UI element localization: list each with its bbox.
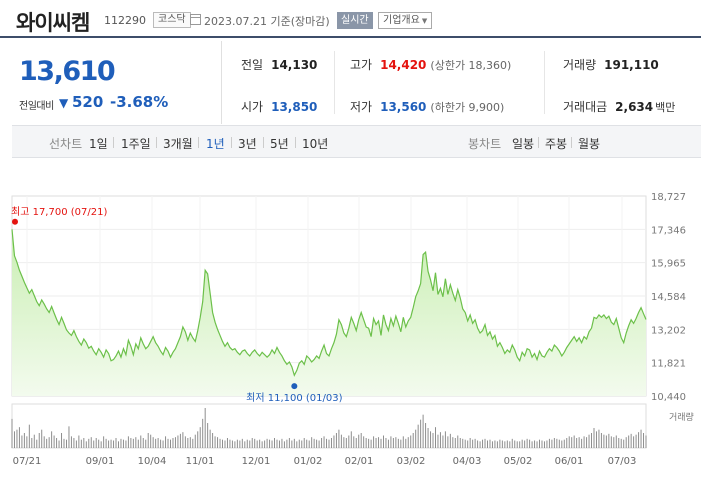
x-tick-label: 01/02 <box>294 456 323 467</box>
change-value: 520 <box>72 93 104 111</box>
tab-divider <box>571 137 572 148</box>
stat-label: 거래대금 <box>563 100 608 114</box>
high-marker <box>12 218 18 225</box>
y-tick-label: 18,727 <box>651 192 686 203</box>
tab-10year[interactable]: 10년 <box>302 137 329 151</box>
current-price: 13,610 <box>19 56 116 87</box>
y-tick-label: 11,821 <box>651 359 686 370</box>
tab-monthly[interactable]: 월봉 <box>578 137 601 151</box>
company-overview-label: 기업개요 <box>383 15 420 26</box>
price-area <box>12 229 646 396</box>
y-tick-label: 10,440 <box>651 392 686 403</box>
x-tick-label: 02/01 <box>345 456 374 467</box>
tab-3month[interactable]: 3개월 <box>163 137 193 151</box>
low-label: 최저 11,100 (01/03) <box>246 392 342 404</box>
price-summary: 13,610 전일대비 ▼ 520 -3.68% <box>12 41 220 124</box>
x-tick-label: 05/02 <box>504 456 533 467</box>
price-chart-svg: 18,727 17,346 15,965 14,584 13,202 11,821 10,4… <box>11 192 694 467</box>
low-marker <box>291 383 298 390</box>
price-line <box>11 229 647 377</box>
y-tick-label: 14,584 <box>651 292 686 303</box>
tab-divider <box>231 137 232 148</box>
x-tick-label: 07/03 <box>608 456 637 467</box>
divider <box>334 51 335 114</box>
x-tick-label: 07/21 <box>13 456 42 467</box>
stat-high: 고가 14,420 (상한가 18,360) <box>350 56 511 73</box>
chart-tabs: 선차트 1일 1주일 3개월 1년 3년 5년 10년 봉차트 일봉 주봉 월봉 <box>12 125 701 158</box>
tab-3year[interactable]: 3년 <box>238 137 257 151</box>
change-label: 전일대비 <box>19 101 54 112</box>
candle-chart-label: 봉차트 <box>468 137 502 151</box>
stat-value: 2,634 <box>615 100 654 114</box>
x-tick-label: 04/03 <box>453 456 482 467</box>
tab-divider <box>156 137 157 148</box>
stat-value: 14,420 <box>380 58 427 72</box>
stats-panel: 전일 14,130 시가 13,850 고가 14,420 (상한가 18,360) 저… <box>221 41 701 124</box>
stock-name: 와이씨켐 <box>16 11 90 35</box>
tab-5year[interactable]: 5년 <box>270 137 289 151</box>
change-percent: -3.68% <box>110 93 169 111</box>
x-tick-label: 11/01 <box>186 456 215 467</box>
x-tick-label: 12/01 <box>242 456 271 467</box>
y-tick-label: 13,202 <box>651 325 686 336</box>
stat-label: 저가 <box>350 100 373 114</box>
stat-value: 13,850 <box>271 100 318 114</box>
tab-divider <box>198 137 199 148</box>
x-tick-label: 06/01 <box>555 456 584 467</box>
stat-prev-close: 전일 14,130 <box>241 56 317 73</box>
stat-value: 14,130 <box>271 58 318 72</box>
stat-value: 191,110 <box>604 58 659 72</box>
stat-label: 거래량 <box>563 58 597 72</box>
tab-weekly[interactable]: 주봉 <box>545 137 568 151</box>
y-tick-label: 17,346 <box>651 225 686 236</box>
tab-divider <box>263 137 264 148</box>
volume-label: 거래량 <box>669 411 694 423</box>
y-tick-label: 15,965 <box>651 259 686 270</box>
stat-volume: 거래량 191,110 <box>563 56 659 73</box>
price-chart: 18,727 17,346 15,965 14,584 13,202 11,821 10,4… <box>0 158 701 480</box>
lower-limit: (하한가 9,900) <box>430 101 505 114</box>
base-date: 2023.07.21 기준(장마감) <box>204 15 330 28</box>
realtime-button[interactable]: 실시간 <box>337 12 373 29</box>
divider <box>544 51 545 114</box>
down-triangle-icon: ▼ <box>59 96 69 110</box>
tab-daily[interactable]: 일봉 <box>512 137 535 151</box>
company-overview-button[interactable]: 기업개요 ▼ <box>378 12 433 29</box>
x-tick-label: 09/01 <box>86 456 115 467</box>
stock-header: 와이씨켐 112290 코스닥 2023.07.21 기준(장마감) 실시간 기… <box>0 0 701 38</box>
tab-1day[interactable]: 1일 <box>89 137 108 151</box>
tab-divider <box>113 137 114 148</box>
high-label: 최고 17,700 (07/21) <box>11 206 107 218</box>
stat-unit: 백만 <box>655 101 676 114</box>
calendar-icon <box>190 14 201 25</box>
chevron-down-icon: ▼ <box>421 17 428 25</box>
stock-code: 112290 <box>104 14 146 27</box>
market-badge: 코스닥 <box>153 12 191 28</box>
upper-limit: (상한가 18,360) <box>430 59 512 72</box>
stat-value: 13,560 <box>380 100 427 114</box>
x-tick-label: 10/04 <box>138 456 167 467</box>
line-chart-label: 선차트 <box>49 137 83 151</box>
stat-label: 시가 <box>241 100 264 114</box>
x-tick-label: 03/02 <box>397 456 426 467</box>
stat-amount: 거래대금 2,634 백만 <box>563 98 675 115</box>
tab-1year[interactable]: 1년 <box>206 137 225 151</box>
stat-open: 시가 13,850 <box>241 98 317 115</box>
tab-divider <box>295 137 296 148</box>
stat-label: 고가 <box>350 58 373 72</box>
stat-label: 전일 <box>241 58 264 72</box>
tab-divider <box>538 137 539 148</box>
stat-low: 저가 13,560 (하한가 9,900) <box>350 98 504 115</box>
tab-1week[interactable]: 1주일 <box>121 137 151 151</box>
